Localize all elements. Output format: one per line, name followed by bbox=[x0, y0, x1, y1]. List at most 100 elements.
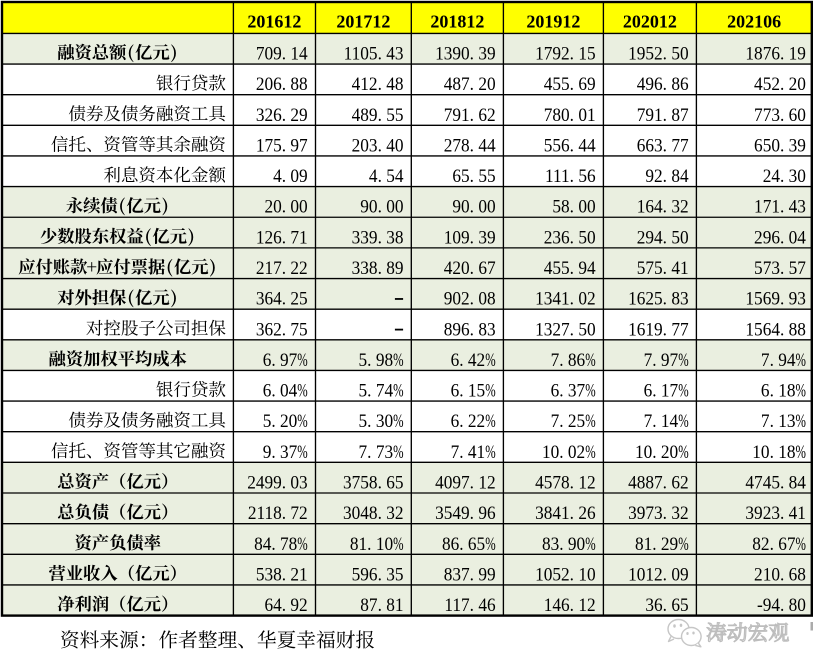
svg-text:837. 99: 837. 99 bbox=[444, 564, 496, 585]
svg-text:%: % bbox=[585, 351, 595, 371]
svg-text:575. 41: 575. 41 bbox=[637, 257, 689, 278]
svg-text:7. 14: 7. 14 bbox=[644, 410, 679, 431]
svg-text:%: % bbox=[485, 534, 495, 554]
svg-text:6. 22: 6. 22 bbox=[451, 410, 486, 431]
svg-text:%: % bbox=[678, 351, 688, 371]
svg-text:%: % bbox=[796, 443, 806, 463]
svg-text:146. 12: 146. 12 bbox=[544, 594, 596, 615]
svg-text:452. 20: 452. 20 bbox=[754, 73, 806, 94]
svg-text:-94. 80: -94. 80 bbox=[757, 594, 806, 615]
svg-text:%: % bbox=[297, 443, 307, 463]
svg-text:236. 50: 236. 50 bbox=[544, 227, 596, 248]
svg-text:202106: 202106 bbox=[727, 11, 781, 31]
svg-text:%: % bbox=[393, 534, 403, 554]
svg-text:84. 78: 84. 78 bbox=[254, 533, 297, 554]
svg-text:4887. 62: 4887. 62 bbox=[628, 472, 688, 493]
svg-text:4. 54: 4. 54 bbox=[369, 165, 404, 186]
svg-text:6. 18: 6. 18 bbox=[761, 380, 796, 401]
svg-text:%: % bbox=[297, 412, 307, 432]
svg-text:3923. 41: 3923. 41 bbox=[745, 502, 805, 523]
svg-text:1052. 10: 1052. 10 bbox=[535, 564, 595, 585]
svg-text:202012: 202012 bbox=[623, 11, 677, 31]
svg-text:573. 57: 573. 57 bbox=[754, 257, 806, 278]
svg-text:7. 86: 7. 86 bbox=[551, 349, 586, 370]
svg-text:1792. 15: 1792. 15 bbox=[535, 43, 595, 64]
svg-text:496. 86: 496. 86 bbox=[637, 73, 689, 94]
svg-text:1341. 02: 1341. 02 bbox=[535, 288, 595, 309]
svg-text:201912: 201912 bbox=[526, 11, 580, 31]
svg-text:7. 41: 7. 41 bbox=[451, 441, 486, 462]
svg-text:4745. 84: 4745. 84 bbox=[745, 472, 805, 493]
svg-text:201612: 201612 bbox=[247, 11, 301, 31]
svg-text:294. 50: 294. 50 bbox=[637, 227, 689, 248]
svg-text:58. 00: 58. 00 bbox=[552, 196, 595, 217]
svg-text:201712: 201712 bbox=[336, 11, 390, 31]
svg-text:86. 65: 86. 65 bbox=[442, 533, 485, 554]
svg-text:296. 04: 296. 04 bbox=[754, 227, 806, 248]
svg-text:%: % bbox=[393, 381, 403, 401]
svg-text:171. 43: 171. 43 bbox=[754, 196, 806, 217]
svg-text:902. 08: 902. 08 bbox=[444, 288, 496, 309]
svg-text:5. 20: 5. 20 bbox=[263, 410, 298, 431]
svg-text:10. 02: 10. 02 bbox=[542, 441, 585, 462]
svg-text:217. 22: 217. 22 bbox=[256, 257, 308, 278]
svg-text:83. 90: 83. 90 bbox=[542, 533, 585, 554]
svg-text:2118. 72: 2118. 72 bbox=[248, 502, 308, 523]
svg-text:64. 92: 64. 92 bbox=[264, 594, 307, 615]
svg-text:663. 77: 663. 77 bbox=[637, 135, 689, 156]
svg-text:780. 01: 780. 01 bbox=[544, 104, 596, 125]
svg-text:412. 48: 412. 48 bbox=[352, 73, 404, 94]
svg-text:206. 88: 206. 88 bbox=[256, 73, 308, 94]
svg-text:1327. 50: 1327. 50 bbox=[535, 319, 595, 340]
svg-text:326. 29: 326. 29 bbox=[256, 104, 308, 125]
svg-text:7. 13: 7. 13 bbox=[761, 410, 796, 431]
svg-text:3048. 32: 3048. 32 bbox=[343, 502, 403, 523]
svg-text:1876. 19: 1876. 19 bbox=[745, 43, 805, 64]
svg-text:773. 60: 773. 60 bbox=[754, 104, 806, 125]
svg-text:6. 42: 6. 42 bbox=[451, 349, 486, 370]
svg-text:7. 25: 7. 25 bbox=[551, 410, 586, 431]
svg-text:338. 89: 338. 89 bbox=[352, 257, 404, 278]
svg-text:81. 29: 81. 29 bbox=[635, 533, 678, 554]
svg-text:%: % bbox=[297, 381, 307, 401]
svg-text:278. 44: 278. 44 bbox=[444, 135, 496, 156]
svg-text:487. 20: 487. 20 bbox=[444, 73, 496, 94]
svg-text:%: % bbox=[796, 381, 806, 401]
svg-text:1390. 39: 1390. 39 bbox=[435, 43, 495, 64]
svg-text:2499. 03: 2499. 03 bbox=[247, 472, 307, 493]
svg-text:1569. 93: 1569. 93 bbox=[745, 288, 805, 309]
svg-text:455. 94: 455. 94 bbox=[544, 257, 596, 278]
svg-text:%: % bbox=[393, 412, 403, 432]
svg-text:%: % bbox=[678, 412, 688, 432]
svg-text:6. 37: 6. 37 bbox=[551, 380, 586, 401]
svg-text:20. 00: 20. 00 bbox=[264, 196, 307, 217]
svg-text:1619. 77: 1619. 77 bbox=[628, 319, 688, 340]
svg-text:%: % bbox=[297, 534, 307, 554]
svg-text:489. 55: 489. 55 bbox=[352, 104, 404, 125]
svg-text:%: % bbox=[485, 351, 495, 371]
svg-text:%: % bbox=[485, 443, 495, 463]
svg-text:1105. 43: 1105. 43 bbox=[344, 43, 404, 64]
svg-text:117. 46: 117. 46 bbox=[444, 594, 495, 615]
svg-text:5. 30: 5. 30 bbox=[359, 410, 394, 431]
svg-text:%: % bbox=[297, 351, 307, 371]
svg-text:3841. 26: 3841. 26 bbox=[535, 502, 595, 523]
svg-text:5. 98: 5. 98 bbox=[359, 349, 394, 370]
svg-text:791. 62: 791. 62 bbox=[444, 104, 496, 125]
svg-text:339. 38: 339. 38 bbox=[352, 227, 404, 248]
svg-text:%: % bbox=[585, 412, 595, 432]
svg-text:1952. 50: 1952. 50 bbox=[628, 43, 688, 64]
svg-text:24. 30: 24. 30 bbox=[763, 165, 806, 186]
svg-text:87. 81: 87. 81 bbox=[360, 594, 403, 615]
svg-text:82. 67: 82. 67 bbox=[752, 533, 795, 554]
svg-text:362. 75: 362. 75 bbox=[256, 319, 308, 340]
svg-text:791. 87: 791. 87 bbox=[637, 104, 689, 125]
svg-text:92. 84: 92. 84 bbox=[645, 165, 688, 186]
svg-text:%: % bbox=[678, 381, 688, 401]
svg-text:109. 39: 109. 39 bbox=[444, 227, 496, 248]
svg-text:4. 09: 4. 09 bbox=[273, 165, 308, 186]
svg-text:%: % bbox=[393, 443, 403, 463]
svg-text:%: % bbox=[796, 351, 806, 371]
svg-text:5. 74: 5. 74 bbox=[359, 380, 394, 401]
svg-text:111. 56: 111. 56 bbox=[545, 165, 596, 186]
